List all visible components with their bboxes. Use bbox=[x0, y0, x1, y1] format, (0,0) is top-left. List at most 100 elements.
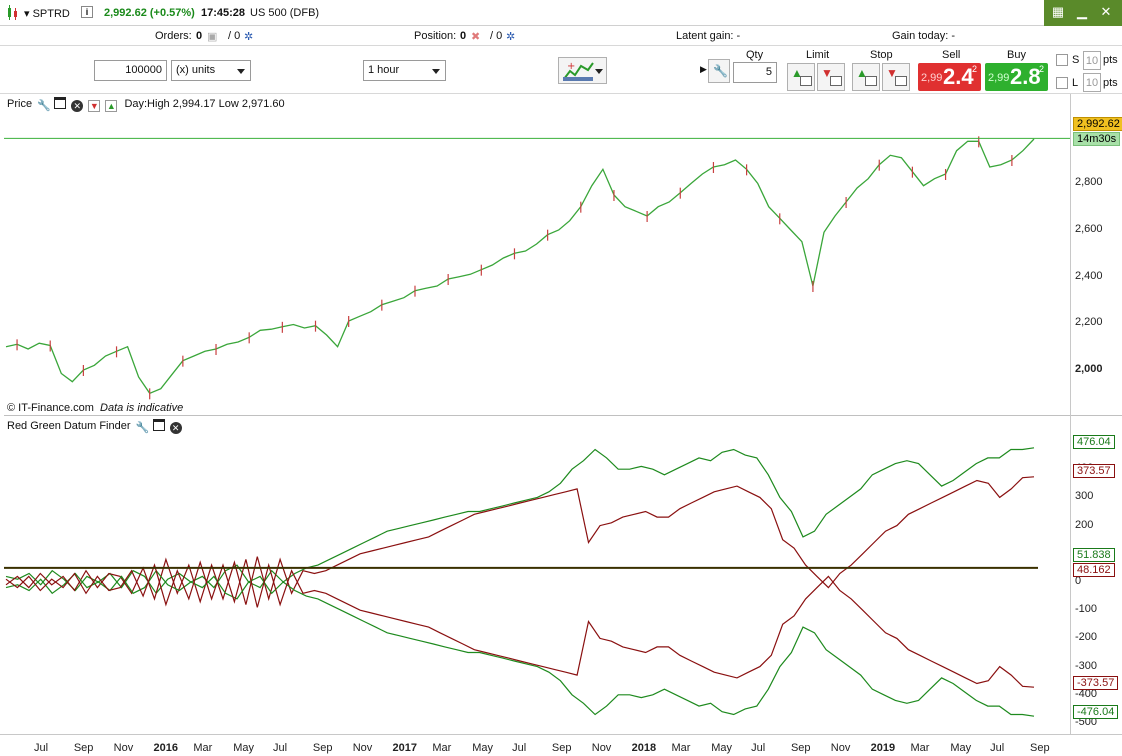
disclaimer-label: Data is indicative bbox=[100, 402, 184, 414]
x-tick-label: May bbox=[233, 742, 254, 754]
x-tick-label: Jul bbox=[34, 742, 49, 754]
red-series-mirror-line bbox=[5, 559, 1035, 688]
x-axis: Jul Sep Nov 2016 Mar May Jul Sep Nov 2017 Mar May Ju… bbox=[0, 734, 1122, 756]
limit-down-icon: ▼ bbox=[821, 66, 833, 80]
interval-label: 1 hour bbox=[368, 64, 400, 76]
size-input[interactable]: 100000 bbox=[94, 60, 167, 81]
move-down-icon[interactable]: ▼ bbox=[88, 100, 101, 112]
wrench-icon: 🔧 bbox=[713, 64, 728, 78]
stop-sell-button[interactable]: ▼ bbox=[882, 63, 910, 91]
green-mid-tag: 51.838 bbox=[1073, 548, 1115, 562]
window-icon[interactable] bbox=[152, 419, 165, 431]
buy-price-prefix: 2,99 bbox=[988, 72, 1010, 84]
x-tick-label: Jul bbox=[512, 742, 527, 754]
wrench-button[interactable]: 🔧 bbox=[708, 59, 730, 83]
gain-today: Gain today: - bbox=[892, 30, 955, 42]
price-y-tick: 2,000 bbox=[1075, 363, 1103, 375]
x-tick-label: Mar bbox=[432, 742, 452, 754]
x-tick-label: Jul bbox=[273, 742, 288, 754]
indicator-y-tick: -500 bbox=[1075, 716, 1098, 728]
indicator-y-tick: 200 bbox=[1075, 518, 1094, 531]
sell-price-sup: 2 bbox=[972, 64, 978, 74]
y-axis-line bbox=[1070, 94, 1071, 734]
limit-checkbox[interactable] bbox=[1056, 77, 1068, 89]
indicator-panel-title: Red Green Datum Finder bbox=[7, 420, 131, 432]
price-chart[interactable] bbox=[4, 115, 1070, 413]
red-mid-tag: 48.162 bbox=[1073, 563, 1115, 577]
panel-divider[interactable] bbox=[4, 415, 1122, 416]
price-y-tick: 2,200 bbox=[1075, 316, 1103, 329]
x-tick-label: May bbox=[950, 742, 972, 754]
info-icon[interactable]: i bbox=[81, 6, 93, 18]
x-tick-label: Nov bbox=[591, 742, 612, 754]
buy-button[interactable]: 2,99 2.8 2 bbox=[985, 63, 1048, 91]
position-count: 0 bbox=[460, 30, 467, 42]
price-y-tick: 2,600 bbox=[1075, 223, 1103, 235]
position-close-icon[interactable]: ✖ bbox=[471, 31, 481, 43]
indicator-y-tick: 300 bbox=[1075, 490, 1094, 503]
wrench-icon[interactable]: 🔧 bbox=[37, 100, 51, 112]
symbol-dropdown[interactable]: ▾ SPTRD bbox=[24, 8, 70, 20]
buy-header: Buy bbox=[1007, 49, 1026, 61]
window-icon[interactable] bbox=[54, 97, 67, 109]
buy-price-sup: 2 bbox=[1039, 64, 1045, 74]
price-line bbox=[5, 138, 1035, 395]
order-grid-icon bbox=[800, 76, 812, 86]
orders-cancel-icon[interactable]: ▣ bbox=[207, 31, 218, 43]
x-tick-label: 2018 bbox=[631, 742, 657, 754]
chart-type-button[interactable]: + bbox=[558, 57, 607, 84]
stop-pts-label: pts bbox=[1103, 54, 1118, 66]
x-tick-label: Mar bbox=[193, 742, 213, 754]
x-tick-label: Nov bbox=[113, 742, 134, 754]
x-tick-label: Sep bbox=[790, 742, 811, 754]
qty-input[interactable]: 5 bbox=[733, 62, 777, 83]
x-tick-label: 2016 bbox=[153, 742, 178, 754]
indicator-chart[interactable] bbox=[4, 433, 1070, 733]
close-icon[interactable]: ✕ bbox=[1100, 4, 1112, 19]
sell-header: Sell bbox=[942, 49, 961, 61]
limit-buy-button[interactable]: ▲ bbox=[787, 63, 815, 91]
close-circle-icon[interactable]: ✕ bbox=[169, 422, 182, 434]
window-controls: ▦ ▁ ✕ bbox=[1044, 0, 1122, 26]
orders-settings-icon[interactable]: ✲ bbox=[244, 31, 254, 43]
sell-button[interactable]: 2,99 2.4 2 bbox=[918, 63, 981, 91]
countdown-tag: 14m30s bbox=[1073, 132, 1121, 146]
sell-price-big: 2.4 bbox=[943, 64, 974, 89]
wrench-icon[interactable]: 🔧 bbox=[135, 422, 150, 434]
limit-pts-input[interactable]: 10 bbox=[1083, 73, 1101, 92]
price-panel-title: Price bbox=[7, 98, 33, 110]
green-bottom-tag: -476.04 bbox=[1073, 705, 1119, 719]
red-series-line bbox=[5, 476, 1035, 605]
stop-checkbox[interactable] bbox=[1056, 54, 1068, 66]
units-label: (x) units bbox=[176, 64, 216, 76]
keypad-icon[interactable]: ▦ bbox=[1051, 4, 1065, 19]
stop-buy-button[interactable]: ▲ bbox=[852, 63, 880, 91]
market-name: US 500 (DFB) bbox=[250, 7, 320, 19]
chevron-down-icon bbox=[432, 69, 440, 74]
limit-pts-label: pts bbox=[1103, 77, 1118, 89]
units-select[interactable]: (x) units bbox=[171, 60, 251, 81]
x-tick-label: Mar bbox=[671, 742, 691, 754]
limit-header: Limit bbox=[806, 49, 830, 61]
toolbar: 100000 (x) units 1 hour + ▶ 🔧 Qty 5 Limi… bbox=[0, 46, 1122, 94]
price-y-tick: 2,800 bbox=[1075, 176, 1103, 189]
close-circle-icon[interactable]: ✕ bbox=[71, 100, 84, 112]
position-settings-icon[interactable]: ✲ bbox=[506, 31, 516, 43]
minimize-icon[interactable]: ▁ bbox=[1077, 4, 1087, 19]
interval-select[interactable]: 1 hour bbox=[363, 60, 446, 81]
x-tick-label: Sep bbox=[312, 742, 333, 754]
order-grid-icon bbox=[865, 76, 877, 86]
buy-price-big: 2.8 bbox=[1010, 64, 1041, 89]
orders-strip: Orders: 0 ▣ / 0 ✲ Position: 0 ✖ / 0 ✲ La… bbox=[0, 26, 1122, 46]
x-tick-label: Sep bbox=[1030, 742, 1050, 754]
latent-gain: Latent gain: - bbox=[676, 30, 741, 42]
x-tick-label: Nov bbox=[352, 742, 373, 754]
move-up-icon[interactable]: ▲ bbox=[105, 100, 118, 112]
limit-sell-button[interactable]: ▼ bbox=[817, 63, 845, 91]
stop-pts-input[interactable]: 10 bbox=[1083, 51, 1101, 70]
orders-label: Orders: bbox=[155, 30, 192, 42]
x-tick-label: May bbox=[472, 742, 494, 754]
panel-arrow-icon[interactable]: ▶ bbox=[700, 64, 707, 74]
price-y-tick: 2,400 bbox=[1075, 269, 1103, 282]
x-tick-label: Jul bbox=[990, 742, 1005, 754]
